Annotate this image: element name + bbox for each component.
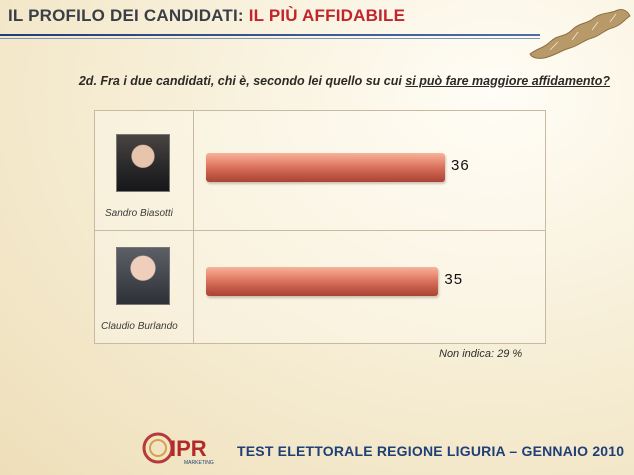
data-label-0: 36 [451, 157, 470, 174]
question-prefix: 2d. Fra i due candidati, chi è, secondo … [78, 74, 406, 88]
title-main: IL PROFILO DEI CANDIDATI: [8, 6, 244, 25]
question-text: 2d. Fra i due candidati, chi è, secondo … [20, 74, 610, 88]
liguria-map-icon [529, 9, 631, 59]
svg-text:IPR: IPR [170, 436, 207, 461]
candidate-photo-biasotti [116, 134, 170, 192]
note-text: Non indica: 29 % [439, 348, 523, 360]
data-label-1: 35 [444, 271, 464, 288]
svg-text:MARKETING: MARKETING [184, 460, 214, 466]
candidate-photo-burlando [116, 247, 170, 305]
title-accent: IL PIÙ AFFIDABILE [248, 6, 406, 25]
bar-1 [206, 267, 439, 296]
category-label-0: Sandro Biasotti [105, 208, 173, 219]
bar-0 [206, 153, 445, 182]
page-title: IL PROFILO DEI CANDIDATI: IL PIÙ AFFIDAB… [8, 6, 405, 26]
header-rule [0, 34, 540, 36]
category-label-1: Claudio Burlando [101, 321, 178, 332]
chart-divider-horizontal [95, 230, 545, 231]
chart-divider-vertical [193, 111, 194, 343]
footer-text: TEST ELETTORALE REGIONE LIGURIA – GENNAI… [237, 443, 625, 459]
question-underlined: si può fare maggiore affidamento? [405, 74, 610, 88]
chart-area: Sandro Biasotti Claudio Burlando 36 35 [94, 110, 546, 344]
header-rule-thin [0, 38, 540, 39]
ipr-logo: IPR MARKETING [142, 432, 214, 466]
